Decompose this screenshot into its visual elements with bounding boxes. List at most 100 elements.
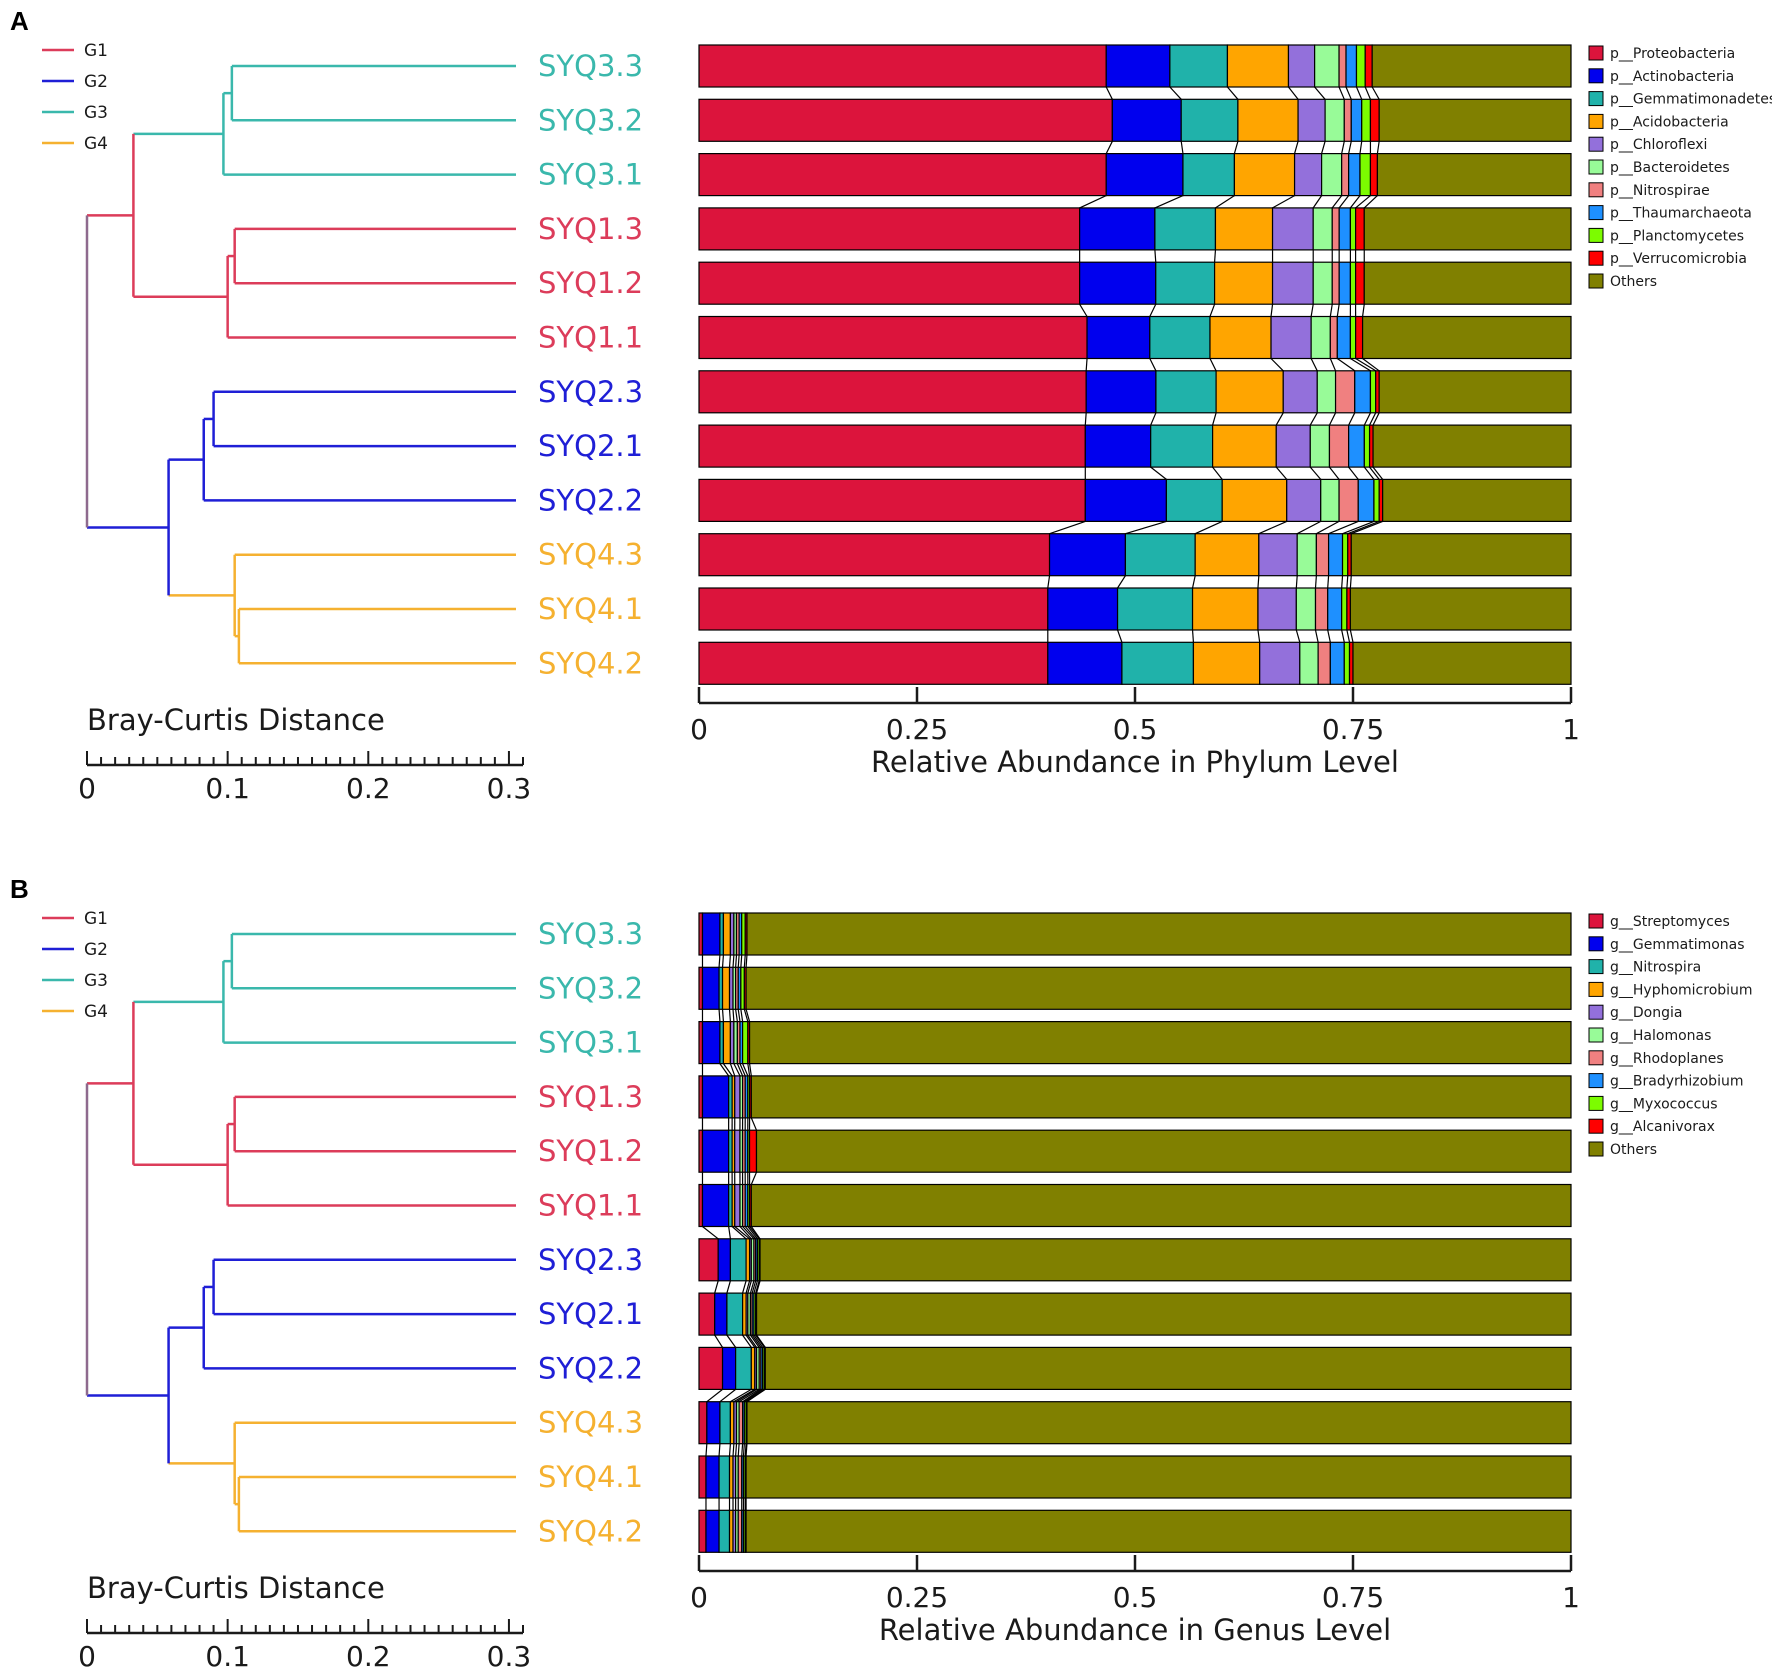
bar-segment bbox=[1324, 98, 1345, 142]
bar-connector bbox=[742, 1280, 747, 1294]
bar-segment bbox=[1085, 370, 1157, 414]
bar-segment bbox=[734, 1129, 741, 1173]
bar-connector bbox=[734, 1226, 750, 1240]
bar-segment bbox=[698, 1238, 719, 1282]
bar-segment bbox=[722, 912, 731, 956]
bar-connector bbox=[1342, 520, 1375, 535]
bar-segment bbox=[1111, 98, 1182, 142]
bar-connector bbox=[705, 1443, 708, 1457]
bar-connector bbox=[1355, 195, 1371, 209]
legend-swatch bbox=[1588, 936, 1604, 952]
x-tick-label: 0 bbox=[690, 713, 708, 746]
bar-segment bbox=[1165, 478, 1223, 522]
legend-label: Others bbox=[1610, 274, 1657, 290]
bar-segment bbox=[701, 966, 720, 1010]
bar-segment bbox=[1369, 98, 1380, 142]
panel-letter: A bbox=[10, 6, 29, 36]
bar-segment bbox=[1309, 424, 1331, 468]
sample-label: SYQ2.2 bbox=[538, 483, 643, 517]
legend-label: g__Alcanivorax bbox=[1610, 1119, 1715, 1135]
bar-segment bbox=[698, 1292, 716, 1336]
sample-label: SYQ2.2 bbox=[538, 1351, 643, 1385]
legend-swatch bbox=[1588, 227, 1604, 243]
bar-segment bbox=[698, 424, 1086, 468]
bar-segment bbox=[721, 1346, 737, 1391]
bar-connector bbox=[1233, 141, 1239, 154]
bar-connector bbox=[1275, 466, 1288, 480]
bar-connector bbox=[1295, 575, 1298, 589]
legend-swatch bbox=[1588, 45, 1604, 61]
bar-segment bbox=[1350, 533, 1572, 577]
legend-swatch bbox=[1588, 1118, 1604, 1134]
bar-segment bbox=[1315, 533, 1330, 577]
x-tick-label: 0.75 bbox=[1322, 713, 1384, 746]
bar-segment bbox=[719, 1401, 731, 1445]
bar-segment bbox=[1271, 261, 1314, 305]
bar-connector bbox=[1363, 195, 1378, 209]
bar-connector bbox=[745, 1009, 751, 1022]
bar-segment bbox=[1047, 587, 1119, 631]
bar-segment bbox=[1369, 370, 1377, 414]
bar-segment bbox=[1237, 98, 1299, 142]
bar-segment bbox=[722, 1020, 731, 1065]
bar-segment bbox=[1086, 315, 1151, 360]
bar-segment bbox=[1286, 478, 1322, 522]
bar-segment bbox=[698, 533, 1051, 577]
bar-segment bbox=[1372, 424, 1572, 468]
panel-a: A G1 G2 G3 G4 SYQ3.3 SYQ3.2 SYQ3.1 SYQ1.3 SYQ1.2 S… bbox=[10, 6, 1772, 805]
bar-segment bbox=[1341, 153, 1350, 197]
sample-label: SYQ4.2 bbox=[538, 1514, 643, 1548]
bar-connector bbox=[1105, 86, 1113, 100]
bar-connector bbox=[719, 1388, 736, 1403]
bar-segment bbox=[1348, 153, 1361, 197]
bar-segment bbox=[1338, 207, 1352, 251]
bar-segment bbox=[1357, 478, 1375, 522]
bar-segment bbox=[1349, 207, 1357, 251]
bar-connector bbox=[736, 1063, 744, 1077]
bar-connector bbox=[737, 1009, 741, 1022]
bar-segment bbox=[1079, 261, 1157, 305]
bar-segment bbox=[1348, 424, 1365, 468]
bar-segment bbox=[1299, 641, 1319, 685]
bar-connector bbox=[1191, 629, 1195, 643]
bar-segment bbox=[1150, 424, 1214, 468]
x-tick-label: 0 bbox=[690, 1581, 708, 1614]
bar-connector bbox=[1348, 141, 1352, 154]
bar-segment bbox=[701, 912, 721, 956]
bar-segment bbox=[718, 1509, 731, 1553]
bar-segment bbox=[1364, 44, 1373, 88]
legend-label: p__Verrucomicrobia bbox=[1610, 251, 1747, 267]
bar-segment bbox=[1155, 261, 1216, 305]
bar-connector bbox=[1336, 358, 1356, 372]
bar-segment bbox=[741, 1020, 749, 1065]
x-tick-label: 0.75 bbox=[1322, 1581, 1384, 1614]
sample-label: SYQ2.3 bbox=[538, 375, 643, 409]
bar-segment bbox=[1212, 424, 1277, 468]
bar-segment bbox=[1215, 370, 1284, 414]
bar-segment bbox=[750, 1183, 1572, 1228]
bar-connector bbox=[1331, 195, 1343, 209]
bar-segment bbox=[1180, 98, 1239, 142]
x-tick-label: 0.5 bbox=[1113, 713, 1158, 746]
bar-connector bbox=[744, 1388, 763, 1403]
legend-swatch bbox=[1588, 273, 1604, 289]
bar-segment bbox=[1321, 153, 1343, 197]
bar-connector bbox=[755, 1280, 761, 1294]
bar-segment bbox=[1169, 44, 1229, 88]
bar-connector bbox=[750, 1171, 758, 1185]
bar-segment bbox=[1328, 424, 1350, 468]
bar-connector bbox=[732, 1443, 735, 1457]
bar-connector bbox=[1296, 520, 1322, 535]
legend-label: p__Gemmatimonadetes bbox=[1610, 92, 1772, 108]
bar-segment bbox=[1369, 153, 1379, 197]
legend-label: g__Bradyrhizobium bbox=[1610, 1074, 1743, 1090]
bar-connector bbox=[731, 1226, 747, 1240]
bar-segment bbox=[698, 98, 1113, 142]
bar-connector bbox=[739, 1226, 752, 1240]
legend-label: g__Hyphomicrobium bbox=[1610, 982, 1753, 998]
bar-connector bbox=[1336, 304, 1340, 317]
bar-connector bbox=[1349, 195, 1361, 209]
bar-connector bbox=[1149, 303, 1157, 317]
sample-label: SYQ4.1 bbox=[538, 1460, 643, 1494]
bar-connector bbox=[741, 1443, 744, 1457]
